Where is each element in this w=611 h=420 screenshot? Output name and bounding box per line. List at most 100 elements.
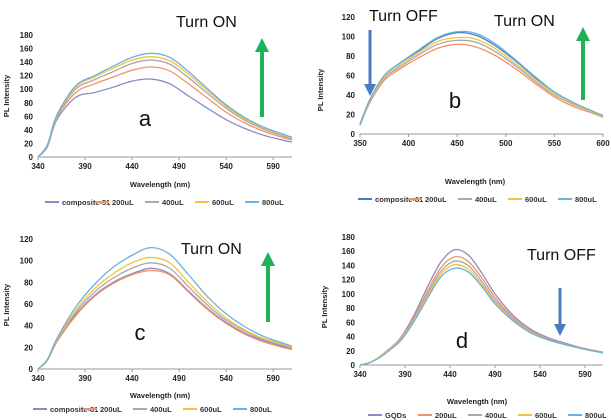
y-tick-label: 60 (346, 318, 355, 327)
x-tick-label: 540 (533, 370, 547, 379)
x-tick-label: 340 (353, 370, 367, 379)
legend-entry: 400uL (475, 195, 497, 204)
series-line-a-1 (37, 66, 293, 158)
series-line-b-3 (359, 36, 604, 125)
y-tick-label: 20 (24, 343, 33, 352)
legend-entry: 800uL (250, 405, 272, 414)
series-line-b-1 (359, 43, 604, 126)
annotation-a: Turn ON (176, 14, 237, 31)
arrow-up-icon (266, 266, 270, 322)
legend-entry: 200uL (425, 195, 447, 204)
y-tick-label: 60 (24, 300, 33, 309)
y-tick-label: 120 (342, 13, 356, 22)
x-tick-label: 540 (219, 162, 233, 171)
y-tick-label: 120 (20, 235, 34, 244)
x-tick-label: 490 (488, 370, 502, 379)
x-tick-label: 350 (353, 139, 367, 148)
series-line-c-0 (37, 267, 293, 370)
legend-entry: 400uL (150, 405, 172, 414)
ylabel-d: PL Intensity (320, 285, 329, 328)
x-tick-label: 390 (78, 162, 92, 171)
legend-entry: 400uL (485, 411, 507, 420)
y-tick-label: 0 (29, 153, 34, 162)
arrow-up-icon-head (255, 38, 269, 52)
x-tick-label: 400 (402, 139, 416, 148)
y-tick-label: 120 (342, 276, 356, 285)
xlabel-a: Wavelength (nm) (130, 180, 191, 189)
x-tick-label: 450 (451, 139, 465, 148)
y-tick-label: 160 (20, 45, 34, 54)
y-tick-label: 140 (342, 261, 356, 270)
y-tick-label: 100 (20, 257, 34, 266)
plot-d: 340 390 440 490 540 590 0 20 40 60 80 100 120 140 160 1… (342, 233, 607, 420)
y-tick-label: 120 (20, 72, 34, 81)
panel-label-d: d (456, 328, 468, 353)
series-line-b-0 (359, 31, 604, 125)
legend-entry: composite-81 (375, 195, 423, 204)
y-tick-label: 40 (346, 91, 355, 100)
xlabel-b: Wavelength (nm) (445, 177, 506, 186)
y-tick-label: 80 (24, 99, 33, 108)
series-line-d-3 (359, 263, 604, 366)
arrow-up-icon-head (576, 27, 590, 41)
legend-entry: 600uL (212, 198, 234, 207)
y-tick-label: 20 (346, 111, 355, 120)
legend-entry: composite-81 (50, 405, 98, 414)
x-tick-label: 340 (31, 374, 45, 383)
panel-c: 340 390 440 490 540 590 0 20 40 60 80 100 120 composi… (2, 235, 293, 414)
y-tick-label: 60 (24, 112, 33, 121)
x-tick-label: 440 (125, 162, 139, 171)
x-tick-label: 490 (172, 162, 186, 171)
y-tick-label: 0 (351, 361, 356, 370)
x-tick-label: 590 (267, 162, 281, 171)
annotation-c: Turn ON (181, 241, 242, 258)
series-line-b-4 (359, 30, 604, 125)
series-line-c-4 (37, 247, 293, 370)
xlabel-c: Wavelength (nm) (130, 391, 191, 400)
legend-entry: GQDs (385, 411, 406, 420)
y-tick-label: 80 (24, 278, 33, 287)
legend-entry: 800uL (262, 198, 284, 207)
y-tick-label: 80 (346, 52, 355, 61)
legend-entry: 600uL (525, 195, 547, 204)
series-line-d-4 (359, 267, 604, 366)
arrow-up-icon-head (261, 252, 275, 266)
x-tick-label: 440 (125, 374, 139, 383)
y-tick-label: 180 (20, 31, 34, 40)
legend-entry: 600uL (200, 405, 222, 414)
plot-a: 340 390 440 490 540 590 0 20 40 60 80 100 120 140 160 1… (20, 31, 293, 207)
y-tick-label: 160 (342, 247, 356, 256)
ylabel-c: PL Intensity (2, 283, 11, 326)
y-tick-label: 40 (24, 126, 33, 135)
legend-entry: 800uL (585, 411, 607, 420)
arrow-up-icon (581, 41, 585, 100)
annotation-b-on: Turn ON (494, 13, 555, 30)
y-tick-label: 0 (29, 365, 34, 374)
y-tick-label: 100 (342, 33, 356, 42)
legend-entry: composite-51 (62, 198, 110, 207)
legend-entry: 200uL (112, 198, 134, 207)
x-tick-label: 600 (596, 139, 610, 148)
x-tick-label: 490 (172, 374, 186, 383)
series-line-c-2 (37, 262, 293, 370)
series-line-a-0 (37, 78, 293, 158)
panel-a: 340 390 440 490 540 590 0 20 40 60 80 100 120 140 160 1… (2, 14, 293, 207)
arrow-down-icon-head (364, 84, 376, 96)
series-line-d-0 (359, 248, 604, 366)
x-tick-label: 590 (267, 374, 281, 383)
y-tick-label: 100 (20, 85, 34, 94)
panel-label-b: b (449, 88, 461, 113)
arrow-up-icon (260, 52, 264, 117)
y-tick-label: 40 (24, 322, 33, 331)
x-tick-label: 340 (31, 162, 45, 171)
series-line-a-2 (37, 59, 293, 158)
arrow-down-icon (558, 288, 562, 324)
annotation-d: Turn OFF (527, 247, 596, 264)
series-line-c-3 (37, 256, 293, 370)
x-tick-label: 500 (499, 139, 513, 148)
x-tick-label: 440 (443, 370, 457, 379)
y-tick-label: 20 (24, 139, 33, 148)
ylabel-b: PL Intensity (316, 68, 325, 111)
series-line-a-4 (37, 52, 293, 158)
